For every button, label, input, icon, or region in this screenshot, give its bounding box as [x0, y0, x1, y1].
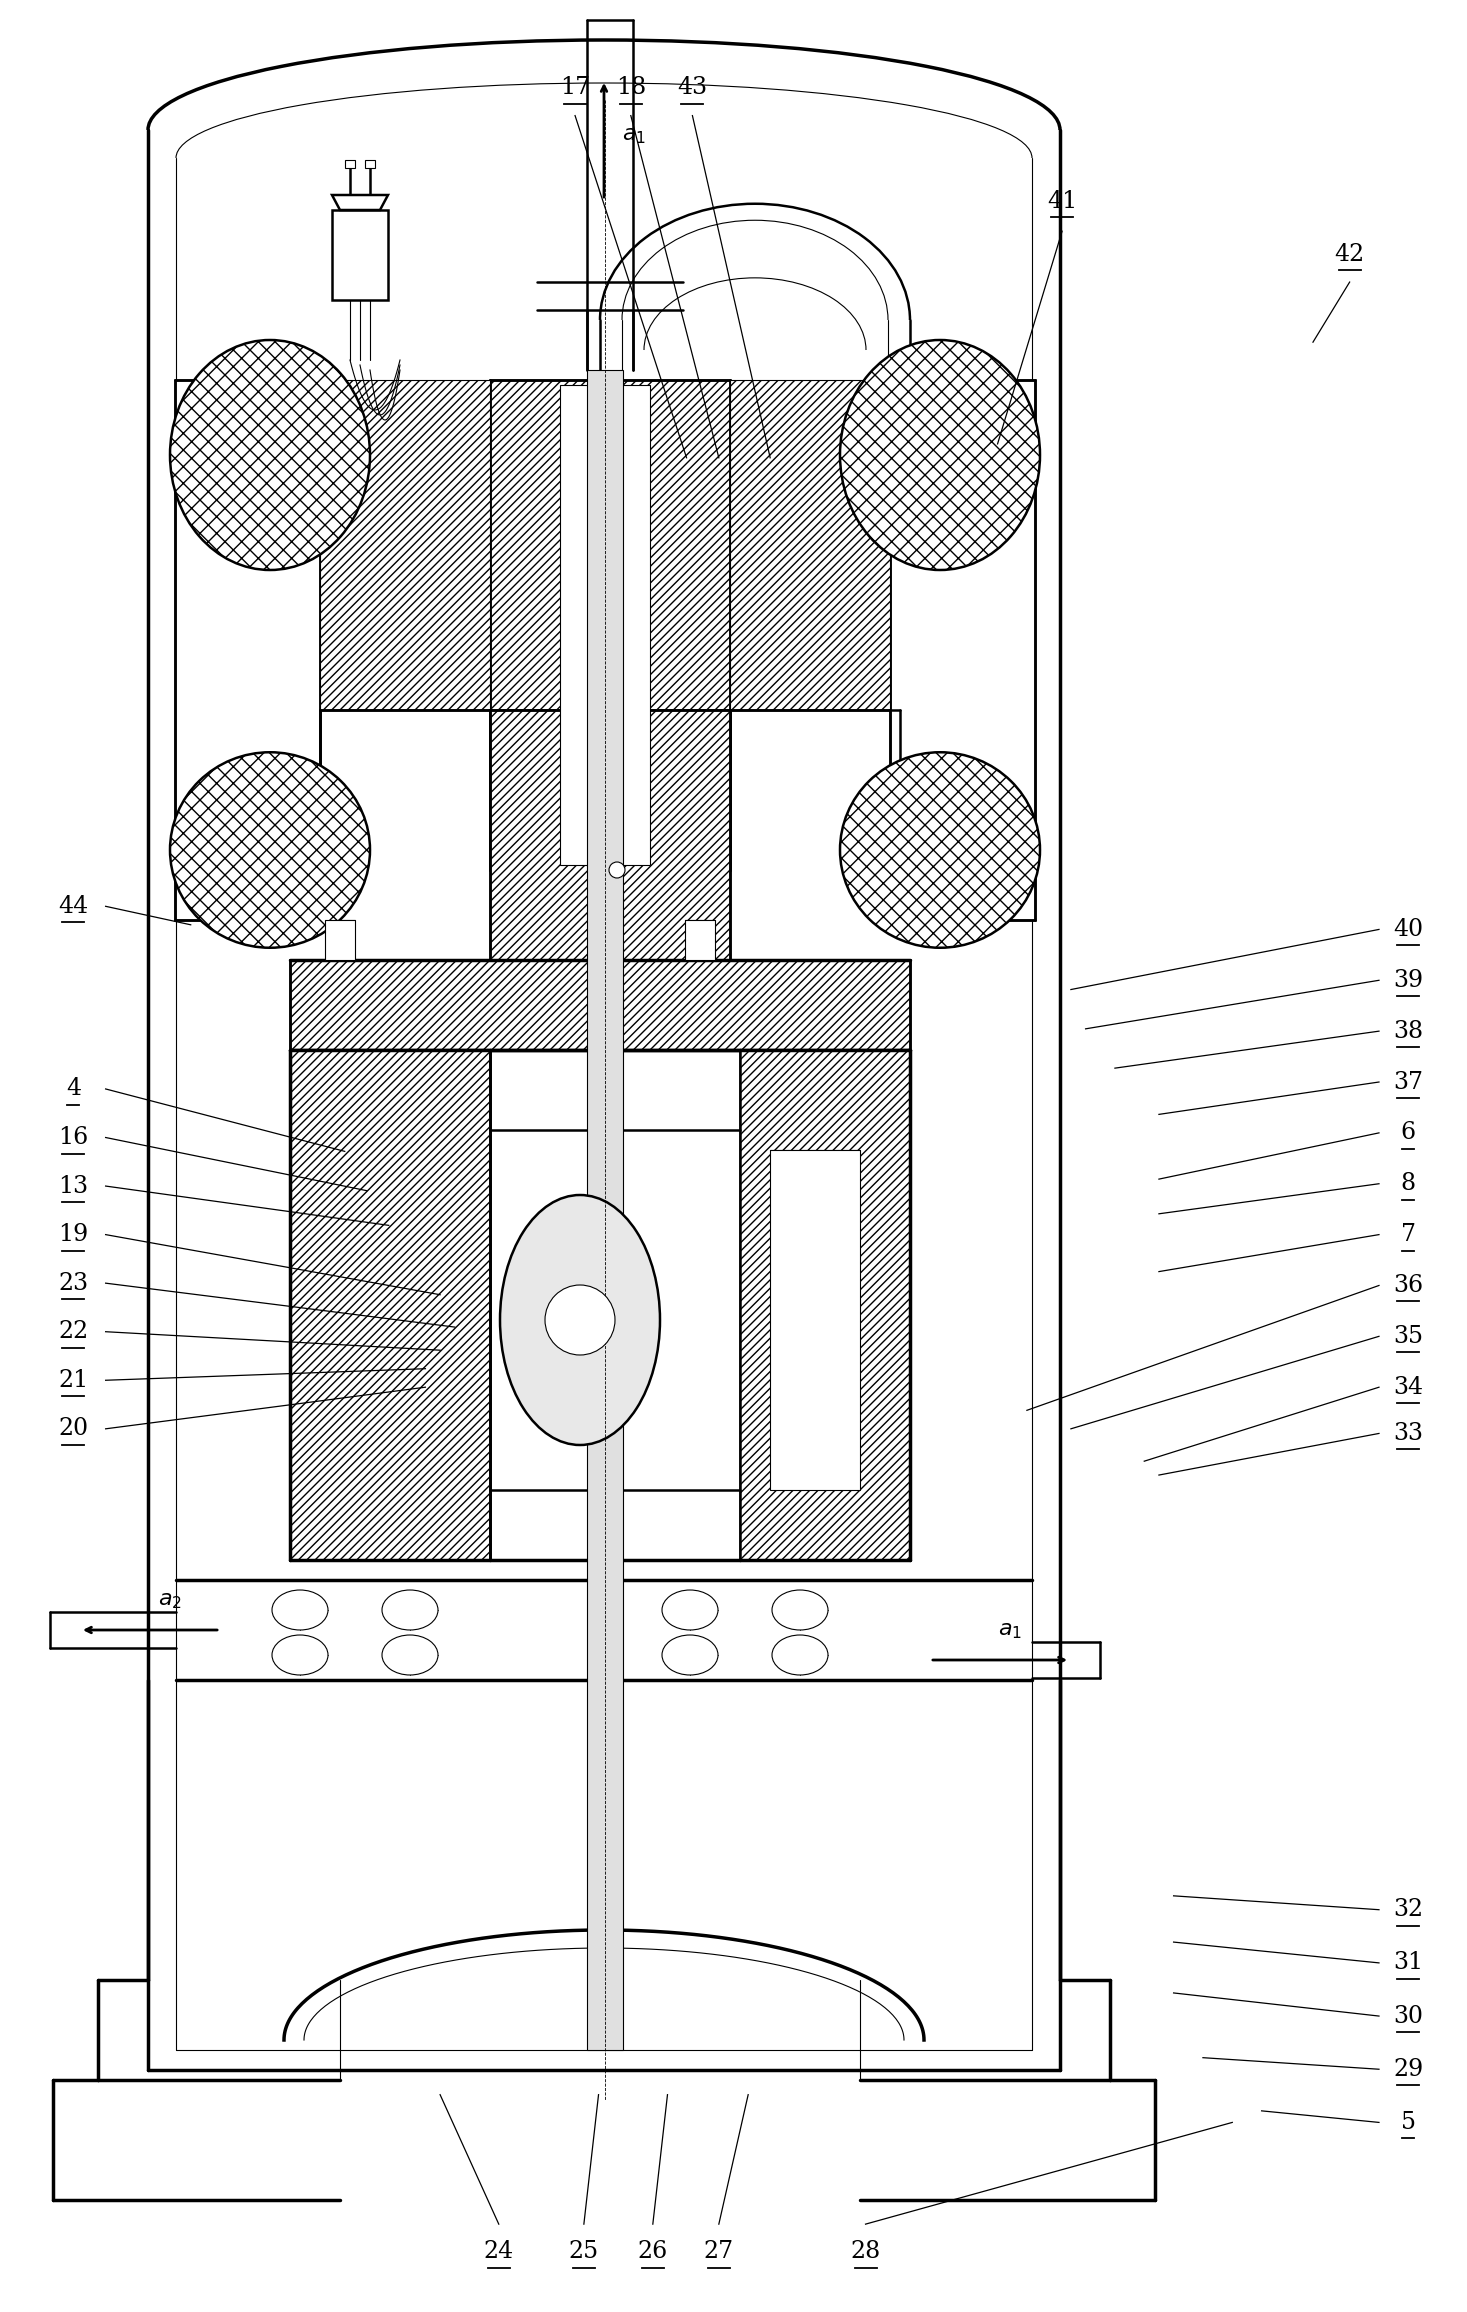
Ellipse shape [546, 1285, 615, 1355]
Text: 37: 37 [1394, 1070, 1423, 1094]
Text: 43: 43 [678, 76, 707, 99]
Bar [326, 920, 355, 959]
Text: 30: 30 [1394, 2005, 1423, 2028]
Text: 20: 20 [59, 1417, 88, 1440]
Ellipse shape [381, 1591, 439, 1630]
Ellipse shape [271, 1635, 329, 1674]
Text: 32: 32 [1394, 1898, 1423, 1921]
Ellipse shape [662, 1635, 717, 1674]
Ellipse shape [772, 1635, 827, 1674]
Ellipse shape [841, 751, 1040, 948]
Text: 27: 27 [704, 2240, 734, 2263]
Bar [290, 1050, 490, 1561]
Text: 44: 44 [59, 895, 88, 918]
Text: 23: 23 [59, 1272, 88, 1295]
Bar [739, 1050, 910, 1561]
Text: 13: 13 [59, 1174, 88, 1198]
Ellipse shape [170, 751, 370, 948]
Bar [365, 160, 376, 169]
Bar [490, 379, 731, 869]
Text: 34: 34 [1394, 1376, 1423, 1399]
Text: 29: 29 [1394, 2058, 1423, 2081]
Bar [332, 210, 387, 301]
Text: 7: 7 [1401, 1223, 1416, 1246]
Bar [731, 379, 890, 710]
Text: 18: 18 [616, 76, 645, 99]
Text: 17: 17 [560, 76, 590, 99]
Text: 19: 19 [59, 1223, 88, 1246]
Bar [320, 379, 490, 710]
Text: 35: 35 [1394, 1325, 1423, 1348]
Ellipse shape [170, 340, 370, 571]
Bar [560, 386, 650, 865]
Text: $a_1$: $a_1$ [622, 125, 645, 146]
Text: 26: 26 [638, 2240, 667, 2263]
Bar [685, 920, 714, 959]
Text: 6: 6 [1401, 1121, 1416, 1144]
Text: 28: 28 [851, 2240, 880, 2263]
Ellipse shape [381, 1635, 439, 1674]
Text: 36: 36 [1394, 1274, 1423, 1297]
Text: 33: 33 [1394, 1422, 1423, 1445]
Ellipse shape [609, 862, 625, 879]
Bar [345, 160, 355, 169]
Ellipse shape [500, 1195, 660, 1445]
Text: 31: 31 [1394, 1951, 1423, 1974]
Text: 16: 16 [59, 1126, 88, 1149]
Text: 4: 4 [66, 1077, 81, 1101]
Text: 42: 42 [1335, 243, 1364, 266]
Text: 25: 25 [569, 2240, 599, 2263]
Bar [290, 959, 910, 1050]
Text: 8: 8 [1401, 1172, 1416, 1195]
Ellipse shape [841, 340, 1040, 571]
Text: $a_2$: $a_2$ [158, 1588, 182, 1611]
Text: 38: 38 [1394, 1020, 1423, 1043]
Text: 41: 41 [1047, 190, 1077, 213]
Ellipse shape [662, 1591, 717, 1630]
Text: 21: 21 [59, 1369, 88, 1392]
Bar [890, 379, 1036, 920]
Bar [490, 710, 731, 959]
Text: 40: 40 [1394, 918, 1423, 941]
Ellipse shape [772, 1591, 827, 1630]
Text: 24: 24 [484, 2240, 513, 2263]
Text: $a_1$: $a_1$ [998, 1618, 1022, 1642]
Text: 22: 22 [59, 1320, 88, 1343]
Text: 39: 39 [1394, 969, 1423, 992]
Ellipse shape [271, 1591, 329, 1630]
Bar [175, 379, 320, 920]
Bar [770, 1149, 860, 1489]
Text: 5: 5 [1401, 2111, 1416, 2134]
Polygon shape [332, 194, 387, 210]
Bar [587, 370, 623, 2051]
